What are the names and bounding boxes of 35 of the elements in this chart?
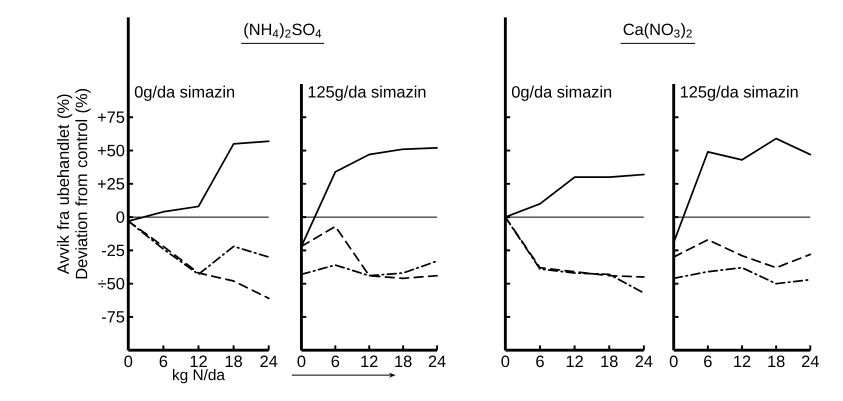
text: 0g/da simazin [134,86,234,101]
text: 0g/da simazin [512,86,612,101]
y-tick-label: +50 [98,144,124,156]
x-tick-label: 6 [332,355,340,368]
x-tick-label: 24 [260,355,278,367]
y-tick-label: -25 [102,244,124,256]
x-tick-label: 6 [536,355,544,368]
x-tick-label: 0 [298,355,306,368]
x-tick-label: 18 [395,355,412,368]
x-tick-label: 12 [566,355,583,367]
x-tick-label: 12 [190,355,207,367]
chart-title: (NH$_{4}$)$_{2}$SO$_{4}$ [244,23,322,38]
y-tick-label: -75 [102,311,124,323]
x-tick-label: 6 [704,355,712,368]
x-tick-label: 18 [601,355,618,368]
x-tick-label: 6 [160,355,168,368]
y-tick-label: +25 [98,178,124,190]
x-axis-title: kg N/da [173,368,225,384]
chart-subtitle: 125g/da simazin [308,86,426,101]
x-tick-label: 18 [768,355,785,368]
x-tick-label: 0 [124,355,132,368]
x-tick-label: 18 [226,355,242,368]
chart-subtitle: 125g/da simazin [680,86,798,101]
y-tick-label: 0 [116,211,124,223]
y-tick-label: +75 [98,111,124,123]
x-tick-label: 12 [734,355,750,367]
x-tick-label: 24 [636,355,652,367]
x-tick-label: 0 [501,355,510,368]
chart-title: Ca(NO$_{3}$)$_{2}$ [624,23,692,38]
x-tick-label: 24 [802,355,819,367]
y-axis-title: Avvik fra ubehandlet (%) Deviation from control (%) [57,88,91,278]
x-tick-label: 24 [428,355,446,367]
x-tick-label: 12 [361,355,378,367]
y-tick-label: ÷50 [98,278,124,290]
x-tick-label: 0 [670,355,678,368]
